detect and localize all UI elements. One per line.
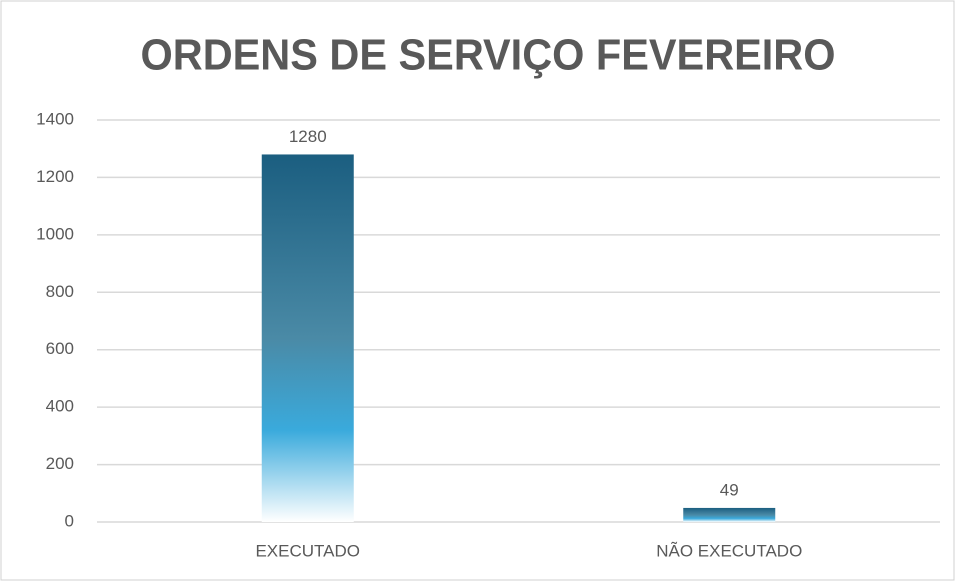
- y-tick-label: 1200: [36, 167, 74, 186]
- chart-title: ORDENS DE SERVIÇO FEVEREIRO: [141, 31, 836, 80]
- x-tick-label: NÃO EXECUTADO: [656, 541, 802, 560]
- data-label: 49: [720, 480, 739, 499]
- y-tick-label: 200: [46, 454, 74, 473]
- bar: [261, 154, 354, 522]
- x-tick-label: EXECUTADO: [255, 541, 360, 560]
- y-tick-label: 400: [46, 397, 74, 416]
- y-tick-label: 1000: [36, 224, 74, 243]
- y-tick-label: 600: [46, 339, 74, 358]
- bar: [683, 507, 776, 522]
- y-tick-label: 800: [46, 282, 74, 301]
- data-label: 1280: [289, 127, 327, 146]
- y-tick-label: 1400: [36, 109, 74, 128]
- y-tick-label: 0: [65, 511, 74, 530]
